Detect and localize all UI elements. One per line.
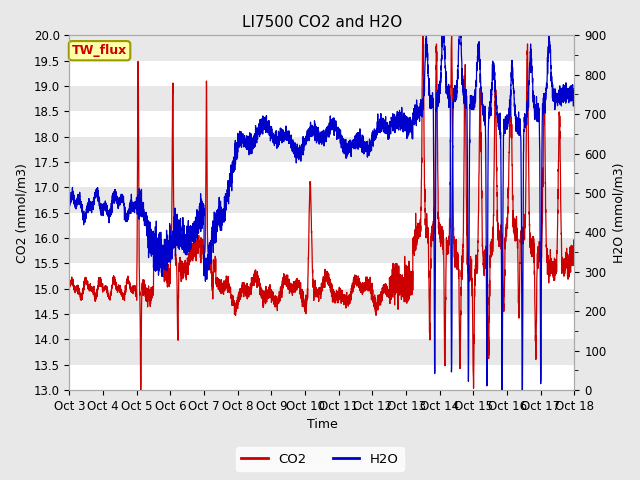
Bar <box>69 111 575 137</box>
Title: LI7500 CO2 and H2O: LI7500 CO2 and H2O <box>242 15 402 30</box>
Bar <box>69 162 575 187</box>
Bar <box>69 365 575 390</box>
Y-axis label: CO2 (mmol/m3): CO2 (mmol/m3) <box>15 163 28 263</box>
Bar <box>69 264 575 289</box>
Bar <box>69 314 575 339</box>
Legend: CO2, H2O: CO2, H2O <box>236 447 404 471</box>
Bar <box>69 60 575 86</box>
X-axis label: Time: Time <box>307 419 337 432</box>
Bar <box>69 213 575 238</box>
Text: TW_flux: TW_flux <box>72 44 127 57</box>
Y-axis label: H2O (mmol/m3): H2O (mmol/m3) <box>612 162 625 263</box>
